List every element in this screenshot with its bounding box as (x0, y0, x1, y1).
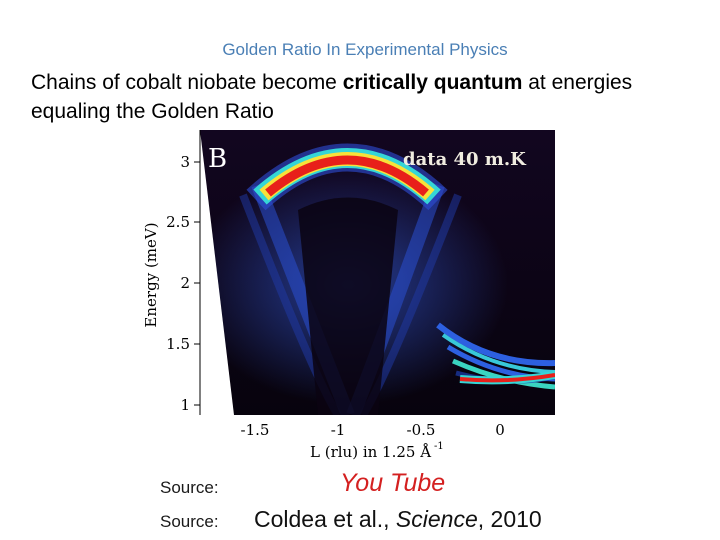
x-axis: -1.5 -1 -0.5 0 L (rlu) in 1.25 Å -1 (241, 421, 505, 461)
y-tick-label: 2.5 (166, 213, 190, 231)
spectrum-image (200, 130, 555, 415)
subtitle-line-2: equaling the Golden Ratio (31, 100, 274, 123)
source-youtube: You Tube (340, 469, 446, 497)
y-tick-label: 3 (180, 153, 190, 171)
figure-svg: 3 2.5 2 1.5 1 Energy (meV) -1.5 -1 -0.5 … (142, 130, 555, 461)
citation-authors: Coldea et al., (254, 506, 396, 532)
panel-label: B (208, 144, 227, 174)
source-label-1: Source: (160, 478, 219, 497)
y-axis-label: Energy (meV) (142, 222, 160, 327)
main-band-red (265, 155, 429, 197)
x-tick-label: 0 (495, 421, 505, 439)
x-tick-label: -0.5 (407, 421, 436, 439)
citation-journal: Science (395, 506, 478, 532)
neutron-scattering-figure: 3 2.5 2 1.5 1 Energy (meV) -1.5 -1 -0.5 … (138, 125, 568, 470)
page-subtitle: Chains of cobalt niobate become critical… (31, 68, 632, 126)
y-axis: 3 2.5 2 1.5 1 Energy (meV) (142, 153, 200, 414)
y-tick-label: 1 (180, 396, 190, 414)
x-axis-label: L (rlu) in 1.25 Å (310, 443, 431, 461)
source-label-2: Source: (160, 512, 219, 531)
subtitle-text-2: at energies (522, 71, 633, 94)
x-tick-label: -1 (331, 421, 346, 439)
x-axis-label-exponent: -1 (434, 441, 444, 452)
source-citation: Coldea et al., Science, 2010 (254, 506, 542, 533)
subtitle-bold-text: critically quantum (342, 71, 523, 94)
citation-year: , 2010 (477, 506, 542, 532)
y-tick-label: 2 (180, 274, 190, 292)
y-tick-label: 1.5 (166, 335, 190, 353)
data-temperature-label: data 40 m.K (403, 149, 527, 170)
x-tick-label: -1.5 (241, 421, 270, 439)
page-title: Golden Ratio In Experimental Physics (222, 40, 508, 59)
subtitle-text-1: Chains of cobalt niobate become (31, 71, 343, 94)
